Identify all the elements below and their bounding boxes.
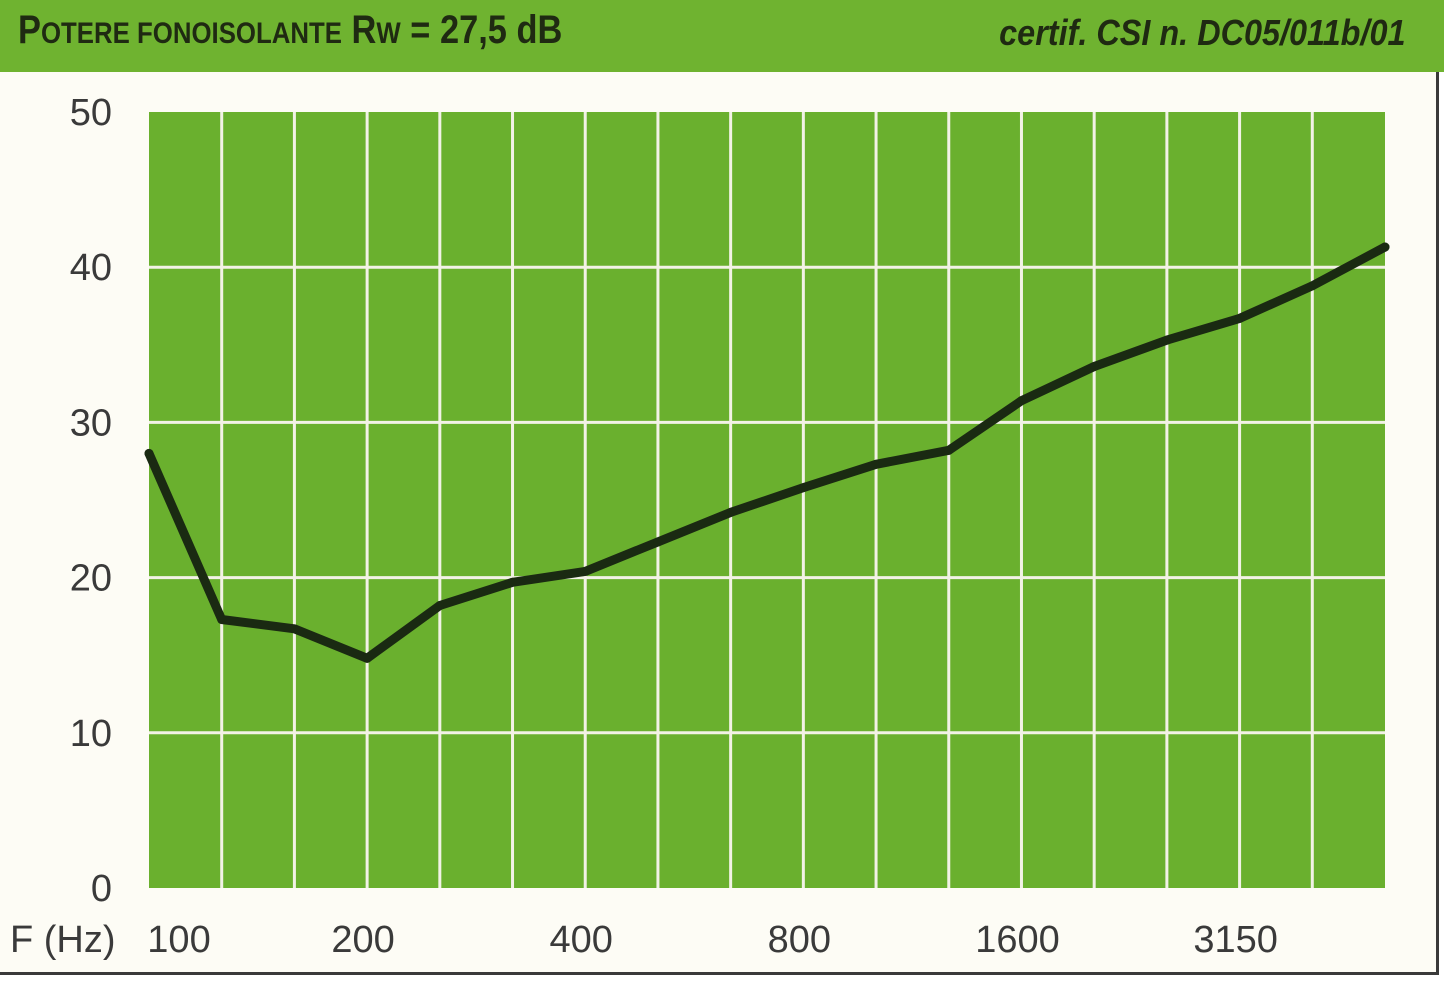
title-w: W	[376, 17, 401, 50]
x-tick-label: 800	[768, 919, 831, 961]
x-tick-label: 1600	[975, 919, 1060, 961]
data-point	[144, 448, 154, 458]
data-point	[217, 615, 227, 625]
x-tick-label: 200	[331, 919, 394, 961]
data-point	[1235, 313, 1245, 323]
data-point	[1307, 281, 1317, 291]
data-point	[289, 624, 299, 634]
x-tick-labels: 100 200 400 800 1600 3150	[147, 919, 1278, 961]
data-point	[1089, 362, 1099, 372]
header-bar: POTERE FONOISOLANTE RW = 27,5 dB certif.…	[0, 0, 1444, 72]
x-tick-label: 3150	[1193, 919, 1278, 961]
y-tick-label: 50	[70, 92, 112, 134]
chart-svg: 0 10 20 30 40 50 100 200 400 800 1600 3150 F (Hz)	[10, 92, 1390, 961]
x-tick-label: 100	[147, 919, 210, 961]
data-points	[144, 242, 1390, 663]
data-point	[944, 445, 954, 455]
y-tick-label: 10	[70, 713, 112, 755]
y-tick-label: 40	[70, 247, 112, 289]
title-value: = 27,5 dB	[400, 8, 563, 52]
series-line	[144, 242, 1390, 663]
data-point	[362, 653, 372, 663]
data-point	[508, 577, 518, 587]
x-tick-label: 400	[550, 919, 613, 961]
data-point	[726, 507, 736, 517]
title-r: R	[351, 8, 377, 52]
y-tick-label: 0	[91, 868, 112, 910]
x-axis-label: F (Hz)	[10, 919, 116, 961]
grid-lines	[149, 112, 1385, 888]
data-point	[435, 601, 445, 611]
certification-label: certif. CSI n. DC05/011b/01	[999, 12, 1406, 53]
data-point	[653, 537, 663, 547]
y-tick-label: 20	[70, 558, 112, 600]
data-point	[1162, 335, 1172, 345]
chart-title: POTERE FONOISOLANTE RW = 27,5 dB	[18, 8, 562, 53]
title-small-caps: OTERE FONOISOLANTE	[40, 17, 342, 50]
data-point	[1016, 396, 1026, 406]
title-initial: P	[18, 8, 41, 52]
data-point	[1380, 242, 1390, 252]
data-point	[871, 459, 881, 469]
y-tick-labels: 0 10 20 30 40 50	[70, 92, 112, 910]
chart-panel: 0 10 20 30 40 50 100 200 400 800 1600 3150 F (Hz)	[0, 72, 1439, 975]
y-tick-label: 30	[70, 402, 112, 444]
data-point	[580, 566, 590, 576]
data-point	[798, 483, 808, 493]
